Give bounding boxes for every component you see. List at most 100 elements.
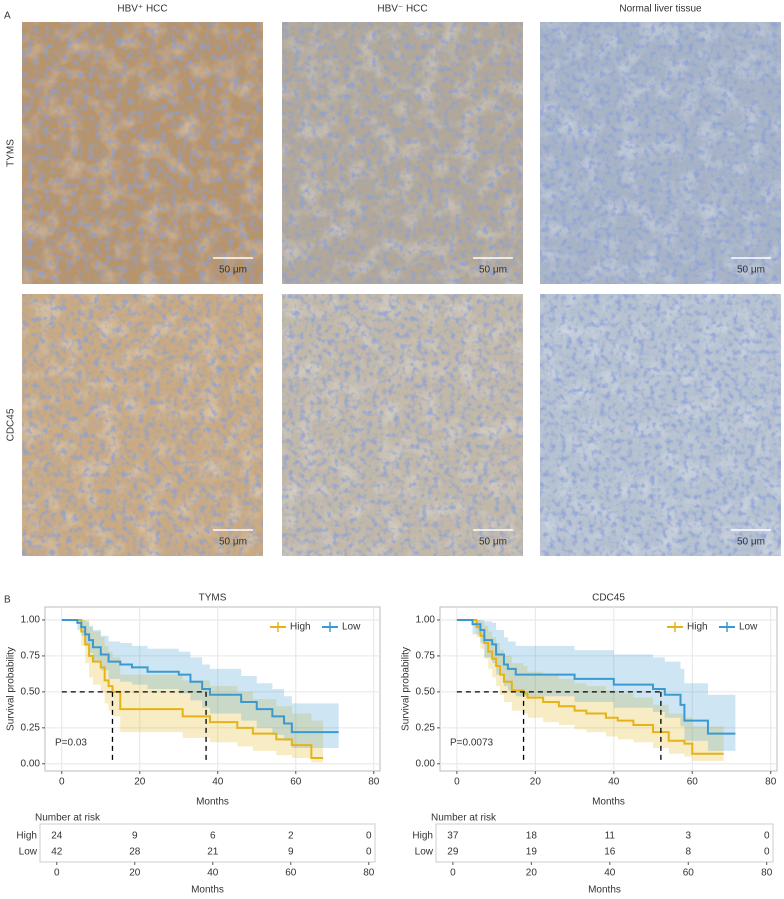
y-tick-label: 0.75	[21, 651, 41, 662]
risk-count: 11	[605, 831, 616, 842]
y-axis-label: Survival probability	[6, 647, 17, 731]
confidence-band	[456, 619, 736, 751]
risk-count: 6	[210, 831, 216, 842]
risk-row-label: High	[412, 831, 433, 842]
confidence-band	[61, 619, 339, 748]
y-tick-label: 0.50	[416, 687, 436, 698]
survival-curve	[456, 618, 724, 755]
risk-row-label: High	[16, 831, 37, 842]
risk-count: 16	[604, 847, 616, 858]
scale-bar-label: 50 μm	[737, 265, 765, 276]
x-tick-label: 80	[765, 777, 777, 788]
column-header: HBV⁺ HCC	[117, 4, 167, 15]
risk-row-label: Low	[19, 847, 38, 858]
x-tick-label: 60	[285, 868, 297, 879]
micrograph: 50 μm	[22, 22, 263, 284]
survival-curve	[456, 618, 736, 735]
x-tick-label: 0	[54, 868, 60, 879]
risk-count: 0	[764, 847, 770, 858]
micrograph-nuclei	[540, 294, 781, 556]
column-header: Normal liver tissue	[619, 4, 702, 15]
legend-label: High	[290, 622, 311, 633]
risk-count: 37	[447, 831, 459, 842]
risk-table-panel	[435, 823, 774, 863]
risk-count: 21	[207, 847, 219, 858]
micrograph-nuclei	[22, 22, 263, 284]
scale-bar-label: 50 μm	[479, 537, 507, 548]
risk-count: 0	[764, 831, 770, 842]
x-tick-label: 20	[526, 868, 538, 879]
y-axis-label: Survival probability	[401, 647, 412, 731]
x-tick-label: 0	[454, 777, 460, 788]
x-tick-label: 40	[212, 777, 224, 788]
micrograph: 50 μm	[22, 294, 263, 556]
y-tick-label: 0.50	[21, 687, 41, 698]
risk-count: 0	[366, 831, 372, 842]
p-value: P=0.0073	[450, 738, 494, 749]
x-axis-label: Months	[196, 797, 229, 808]
row-label: TYMS	[6, 139, 17, 167]
risk-count: 42	[51, 847, 63, 858]
survival-curve	[61, 618, 339, 734]
micrograph-nuclei	[282, 294, 523, 556]
legend-label: Low	[739, 622, 758, 633]
y-tick-label: 0.00	[416, 758, 436, 769]
risk-count: 9	[132, 831, 138, 842]
risk-table-panel	[39, 823, 376, 863]
y-tick-label: 1.00	[416, 615, 436, 626]
x-tick-label: 40	[207, 868, 219, 879]
y-tick-label: 0.25	[416, 722, 436, 733]
confidence-band	[61, 619, 324, 763]
x-tick-label: 20	[134, 777, 146, 788]
scale-bar-label: 50 μm	[219, 265, 247, 276]
scale-bar-label: 50 μm	[737, 537, 765, 548]
risk-count: 18	[526, 831, 538, 842]
chart-title: CDC45	[592, 593, 625, 604]
chart-title: TYMS	[199, 593, 227, 604]
legend-label: Low	[342, 622, 361, 633]
x-axis-label: Months	[191, 885, 224, 896]
risk-count: 28	[129, 847, 141, 858]
risk-count: 24	[51, 831, 63, 842]
x-tick-label: 60	[687, 777, 699, 788]
micrograph: 50 μm	[540, 22, 781, 284]
panel-label: B	[4, 595, 11, 606]
x-tick-label: 60	[683, 868, 695, 879]
risk-count: 29	[447, 847, 459, 858]
micrograph: 50 μm	[282, 294, 523, 556]
risk-count: 8	[685, 847, 691, 858]
risk-table-title: Number at risk	[431, 813, 497, 824]
scale-bar-label: 50 μm	[219, 537, 247, 548]
risk-row-label: Low	[415, 847, 434, 858]
x-tick-label: 80	[368, 777, 380, 788]
x-tick-label: 0	[450, 868, 456, 879]
plot-panel	[439, 606, 778, 772]
confidence-band	[456, 619, 724, 761]
x-tick-label: 80	[761, 868, 773, 879]
micrograph-nuclei	[540, 22, 781, 284]
panel-label: A	[4, 11, 11, 22]
risk-count: 2	[288, 831, 294, 842]
x-tick-label: 40	[608, 777, 620, 788]
risk-count: 9	[288, 847, 294, 858]
x-tick-label: 40	[604, 868, 616, 879]
x-tick-label: 20	[129, 868, 141, 879]
x-tick-label: 20	[530, 777, 542, 788]
x-tick-label: 0	[59, 777, 65, 788]
micrograph: 50 μm	[282, 22, 523, 284]
micrograph-nuclei	[282, 22, 523, 284]
risk-count: 0	[366, 847, 372, 858]
micrograph: 50 μm	[540, 294, 781, 556]
plot-panel	[44, 606, 381, 772]
risk-count: 19	[526, 847, 538, 858]
y-tick-label: 0.00	[21, 758, 41, 769]
scale-bar-label: 50 μm	[479, 265, 507, 276]
p-value: P=0.03	[55, 738, 87, 749]
legend-label: High	[687, 622, 708, 633]
row-label: CDC45	[6, 408, 17, 441]
micrograph-nuclei	[22, 294, 263, 556]
x-axis-label: Months	[592, 797, 625, 808]
risk-table-title: Number at risk	[35, 813, 101, 824]
